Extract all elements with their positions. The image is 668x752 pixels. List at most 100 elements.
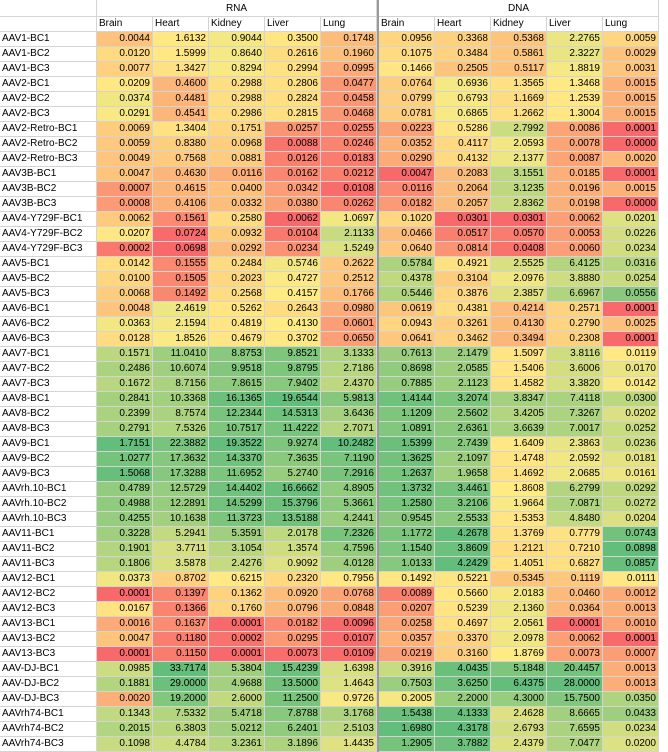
heatmap-cell-dna: 1.4692	[491, 467, 547, 482]
heatmap-cell-rna: 0.9726	[321, 692, 377, 707]
heatmap-cell-dna: 2.7439	[435, 437, 491, 452]
row-label: AAV9-BC2	[0, 452, 97, 467]
heatmap-cell-dna: 0.0089	[379, 587, 435, 602]
heatmap-cell-dna: 0.5660	[435, 587, 491, 602]
heatmap-cell-dna: 0.0799	[379, 92, 435, 107]
heatmap-cell-rna: 0.0126	[265, 152, 321, 167]
heatmap-cell-rna: 17.3288	[153, 467, 209, 482]
heatmap-cell-rna: 0.2986	[209, 107, 265, 122]
heatmap-cell-rna: 0.0100	[97, 272, 153, 287]
heatmap-cell-dna: 0.0047	[379, 167, 435, 182]
heatmap-cell-dna: 3.8116	[547, 347, 603, 362]
heatmap-cell-dna: 0.4130	[491, 317, 547, 332]
row-label: AAV9-BC1	[0, 437, 97, 452]
heatmap-cell-rna: 2.4370	[321, 377, 377, 392]
heatmap-cell-rna: 0.0059	[97, 137, 153, 152]
heatmap-cell-dna: 0.0015	[603, 77, 659, 92]
heatmap-cell-rna: 0.0116	[209, 167, 265, 182]
heatmap-cell-rna: 0.0207	[97, 227, 153, 242]
heatmap-cell-dna: 0.0219	[379, 647, 435, 662]
heatmap-cell-rna: 3.1054	[209, 542, 265, 557]
heatmap-cell-rna: 0.1637	[153, 617, 209, 632]
heatmap-cell-dna: 0.0001	[603, 332, 659, 347]
heatmap-cell-dna: 0.3484	[435, 47, 491, 62]
row-label: AAV12-BC2	[0, 587, 97, 602]
heatmap-cell-rna: 5.0212	[209, 722, 265, 737]
heatmap-cell-rna: 10.1638	[153, 512, 209, 527]
heatmap-cell-rna: 12.2891	[153, 497, 209, 512]
heatmap-cell-dna: 2.0592	[547, 452, 603, 467]
heatmap-cell-dna: 1.5406	[491, 362, 547, 377]
row-label: AAV11-BC2	[0, 542, 97, 557]
row-label: AAV7-BC1	[0, 347, 97, 362]
heatmap-cell-dna: 1.2905	[379, 737, 435, 752]
row-label: AAV2-Retro-BC2	[0, 137, 97, 152]
heatmap-cell-rna: 11.3723	[209, 512, 265, 527]
heatmap-cell-rna: 0.0295	[265, 632, 321, 647]
heatmap-cell-rna: 0.0069	[97, 122, 153, 137]
heatmap-cell-dna: 0.0013	[603, 677, 659, 692]
heatmap-cell-rna: 0.0002	[209, 632, 265, 647]
heatmap-cell-rna: 0.0209	[97, 77, 153, 92]
heatmap-cell-rna: 5.3804	[209, 662, 265, 677]
heatmap-cell-rna: 0.2791	[97, 422, 153, 437]
heatmap-cell-rna: 6.2401	[265, 722, 321, 737]
heatmap-cell-dna: 0.0000	[603, 137, 659, 152]
heatmap-cell-rna: 2.5103	[321, 722, 377, 737]
row-label: AAV4-Y729F-BC3	[0, 242, 97, 257]
heatmap-cell-dna: 1.1772	[379, 527, 435, 542]
heatmap-cell-rna: 1.5068	[97, 467, 153, 482]
heatmap-cell-rna: 2.4619	[153, 302, 209, 317]
heatmap-cell-rna: 0.9044	[209, 32, 265, 47]
heatmap-cell-dna: 1.1669	[491, 92, 547, 107]
heatmap-cell-dna: 0.0116	[379, 182, 435, 197]
heatmap-cell-rna: 0.0477	[321, 77, 377, 92]
heatmap-cell-dna: 0.1492	[379, 572, 435, 587]
heatmap-cell-dna: 0.0460	[547, 587, 603, 602]
heatmap-cell-rna: 0.1180	[153, 632, 209, 647]
heatmap-cell-rna: 0.0104	[265, 227, 321, 242]
heatmap-cell-dna: 1.4051	[491, 557, 547, 572]
heatmap-cell-rna: 5.3661	[321, 497, 377, 512]
heatmap-cell-rna: 2.1133	[321, 227, 377, 242]
column-header-dna-brain: Brain	[379, 17, 435, 32]
heatmap-cell-rna: 0.0162	[265, 167, 321, 182]
heatmap-cell-dna: 0.0764	[379, 77, 435, 92]
heatmap-cell-rna: 14.5313	[265, 407, 321, 422]
heatmap-cell-dna: 0.2505	[435, 62, 491, 77]
heatmap-cell-dna: 2.6361	[435, 422, 491, 437]
heatmap-cell-rna: 0.1766	[321, 287, 377, 302]
row-label: AAV3B-BC1	[0, 167, 97, 182]
heatmap-cell-dna: 0.0234	[603, 722, 659, 737]
heatmap-cell-rna: 19.3522	[209, 437, 265, 452]
heatmap-cell-rna: 0.0246	[321, 137, 377, 152]
heatmap-cell-dna: 0.5286	[435, 122, 491, 137]
heatmap-cell-dna: 0.3916	[379, 662, 435, 677]
heatmap-cell-rna: 0.0001	[97, 647, 153, 662]
heatmap-cell-dna: 2.5602	[435, 407, 491, 422]
heatmap-cell-rna: 0.3500	[265, 32, 321, 47]
heatmap-cell-rna: 1.6132	[153, 32, 209, 47]
heatmap-cell-dna: 0.0073	[547, 647, 603, 662]
row-label: AAV11-BC3	[0, 557, 97, 572]
corner-cell	[0, 17, 97, 32]
heatmap-cell-rna: 0.0374	[97, 92, 153, 107]
heatmap-cell-dna: 0.5368	[491, 32, 547, 47]
heatmap-cell-rna: 0.2824	[265, 92, 321, 107]
heatmap-cell-rna: 5.3591	[209, 527, 265, 542]
heatmap-cell-dna: 4.8480	[547, 512, 603, 527]
heatmap-cell-dna: 1.6409	[491, 437, 547, 452]
heatmap-cell-rna: 0.1571	[97, 347, 153, 362]
heatmap-cell-dna: 0.0857	[603, 557, 659, 572]
heatmap-cell-dna: 3.4461	[435, 482, 491, 497]
heatmap-cell-rna: 0.0932	[209, 227, 265, 242]
heatmap-cell-rna: 0.2484	[209, 257, 265, 272]
heatmap-cell-rna: 8.8753	[209, 347, 265, 362]
heatmap-cell-dna: 2.2000	[435, 692, 491, 707]
heatmap-cell-rna: 0.0292	[209, 242, 265, 257]
heatmap-cell-rna: 4.0128	[321, 557, 377, 572]
heatmap-cell-rna: 0.2580	[209, 212, 265, 227]
heatmap-cell-dna: 0.5784	[379, 257, 435, 272]
heatmap-cell-dna: 2.3857	[491, 287, 547, 302]
heatmap-cell-dna: 2.7992	[491, 122, 547, 137]
